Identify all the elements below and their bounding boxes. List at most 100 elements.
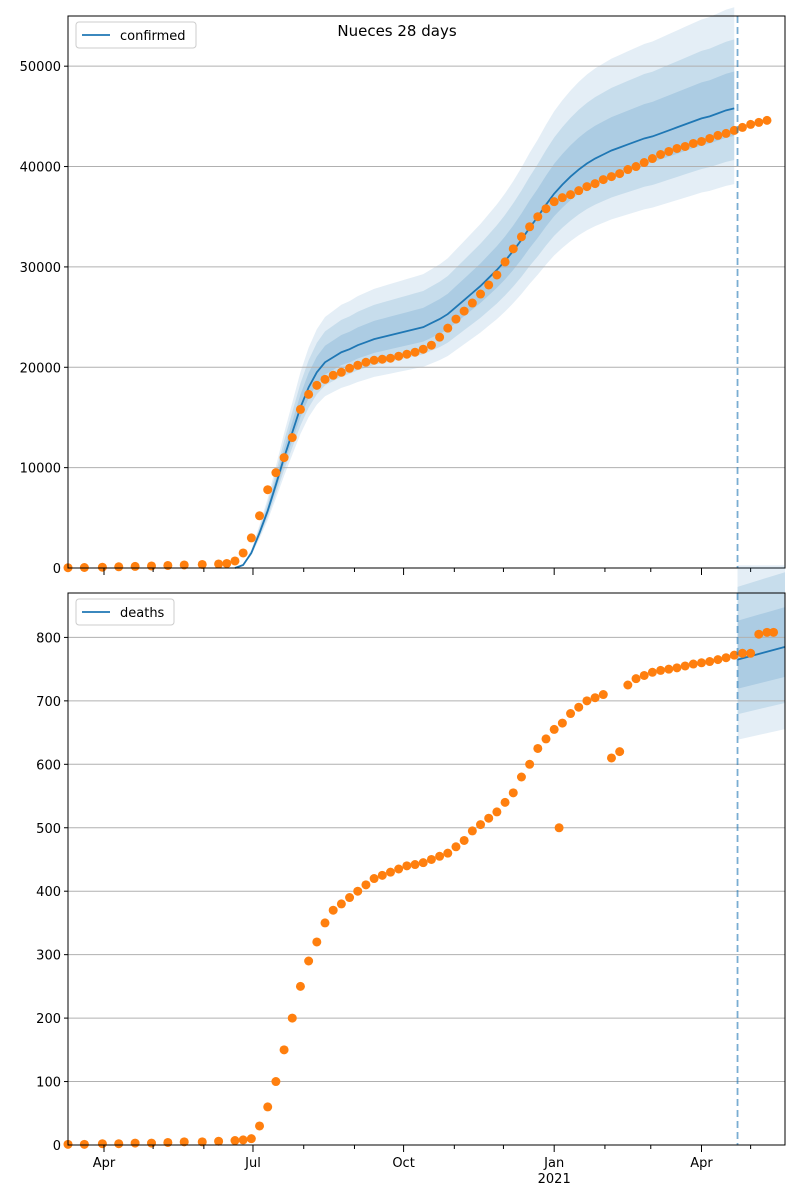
observed-point bbox=[549, 724, 559, 734]
observed-point bbox=[377, 354, 387, 364]
observed-point bbox=[238, 548, 248, 558]
observed-point bbox=[541, 204, 551, 214]
observed-point bbox=[214, 1136, 224, 1146]
y-tick-label: 0 bbox=[53, 1139, 61, 1154]
x-year-label: 2021 bbox=[538, 1172, 571, 1187]
observed-point bbox=[484, 813, 494, 823]
observed-point bbox=[271, 468, 281, 478]
observed-point bbox=[369, 355, 379, 365]
observed-point bbox=[130, 561, 140, 571]
observed-point bbox=[484, 280, 494, 290]
observed-point bbox=[426, 854, 436, 864]
model-line bbox=[737, 646, 786, 661]
observed-point bbox=[754, 629, 764, 639]
y-tick-label: 500 bbox=[36, 822, 61, 837]
observed-point bbox=[255, 511, 265, 521]
observed-point bbox=[279, 1045, 289, 1055]
confidence-band bbox=[234, 7, 735, 569]
observed-point bbox=[639, 158, 649, 168]
observed-point bbox=[647, 667, 657, 677]
observed-point bbox=[287, 1013, 297, 1023]
observed-point bbox=[312, 937, 322, 947]
observed-point bbox=[146, 1138, 156, 1148]
y-tick-label: 20000 bbox=[20, 361, 61, 376]
observed-point bbox=[304, 389, 314, 399]
observed-point bbox=[222, 558, 232, 568]
observed-point bbox=[353, 886, 363, 896]
y-tick-label: 700 bbox=[36, 695, 61, 710]
confidence-band bbox=[737, 572, 785, 715]
observed-point bbox=[762, 627, 772, 637]
observed-point bbox=[533, 212, 543, 222]
observed-point bbox=[656, 665, 666, 675]
observed-point bbox=[385, 867, 395, 877]
observed-point bbox=[426, 340, 436, 350]
observed-point bbox=[279, 453, 289, 463]
legend: deaths bbox=[75, 598, 175, 626]
y-tick-label: 0 bbox=[53, 562, 61, 577]
confidence-band bbox=[234, 39, 735, 569]
x-tick-label: Jan bbox=[543, 1156, 564, 1171]
observed-point bbox=[554, 823, 564, 833]
observed-point bbox=[754, 117, 764, 127]
observed-point bbox=[737, 122, 747, 132]
observed-point bbox=[197, 559, 207, 569]
observed-point bbox=[179, 560, 189, 570]
observed-point bbox=[336, 367, 346, 377]
observed-point bbox=[606, 172, 616, 182]
observed-point bbox=[459, 306, 469, 316]
observed-point bbox=[163, 1137, 173, 1147]
observed-point bbox=[647, 154, 657, 164]
observed-point bbox=[590, 693, 600, 703]
observed-point bbox=[97, 562, 107, 572]
observed-point bbox=[197, 1137, 207, 1147]
observed-point bbox=[435, 332, 445, 342]
observed-point bbox=[394, 864, 404, 874]
observed-point bbox=[146, 561, 156, 571]
observed-point bbox=[377, 870, 387, 880]
observed-point bbox=[746, 119, 756, 129]
observed-point bbox=[500, 797, 510, 807]
observed-point bbox=[746, 648, 756, 658]
observed-point bbox=[737, 648, 747, 658]
observed-point bbox=[623, 680, 633, 690]
observed-point bbox=[631, 674, 641, 684]
observed-point bbox=[516, 772, 526, 782]
observed-point bbox=[312, 380, 322, 390]
observed-point bbox=[114, 1139, 124, 1149]
x-tick-label: Apr bbox=[93, 1156, 116, 1171]
observed-point bbox=[672, 663, 682, 673]
legend: confirmed bbox=[75, 21, 197, 49]
legend-label: deaths bbox=[120, 606, 165, 621]
y-tick-label: 40000 bbox=[20, 161, 61, 176]
observed-point bbox=[574, 186, 584, 196]
confidence-band bbox=[737, 607, 785, 689]
observed-point bbox=[287, 433, 297, 443]
observed-point bbox=[721, 128, 731, 138]
observed-point bbox=[476, 289, 486, 299]
observed-point bbox=[598, 175, 608, 185]
observed-point bbox=[410, 347, 420, 357]
x-tick-label: Apr bbox=[690, 1156, 713, 1171]
observed-point bbox=[525, 222, 535, 232]
observed-point bbox=[566, 709, 576, 719]
y-tick-label: 300 bbox=[36, 949, 61, 964]
observed-point bbox=[476, 820, 486, 830]
observed-point bbox=[410, 860, 420, 870]
observed-point bbox=[680, 141, 690, 151]
observed-point bbox=[769, 627, 779, 637]
observed-point bbox=[762, 115, 772, 125]
observed-point bbox=[336, 899, 346, 909]
observed-point bbox=[328, 905, 338, 915]
observed-point bbox=[451, 842, 461, 852]
plot-frame bbox=[67, 15, 786, 569]
observed-point bbox=[541, 734, 551, 744]
legend-box bbox=[75, 598, 175, 626]
observed-point bbox=[79, 562, 89, 572]
observed-point bbox=[664, 664, 674, 674]
observed-point bbox=[508, 244, 518, 254]
observed-point bbox=[345, 363, 355, 373]
x-tick-label: Oct bbox=[392, 1156, 414, 1171]
plot-frame bbox=[67, 592, 786, 1146]
observed-point bbox=[238, 1135, 248, 1145]
